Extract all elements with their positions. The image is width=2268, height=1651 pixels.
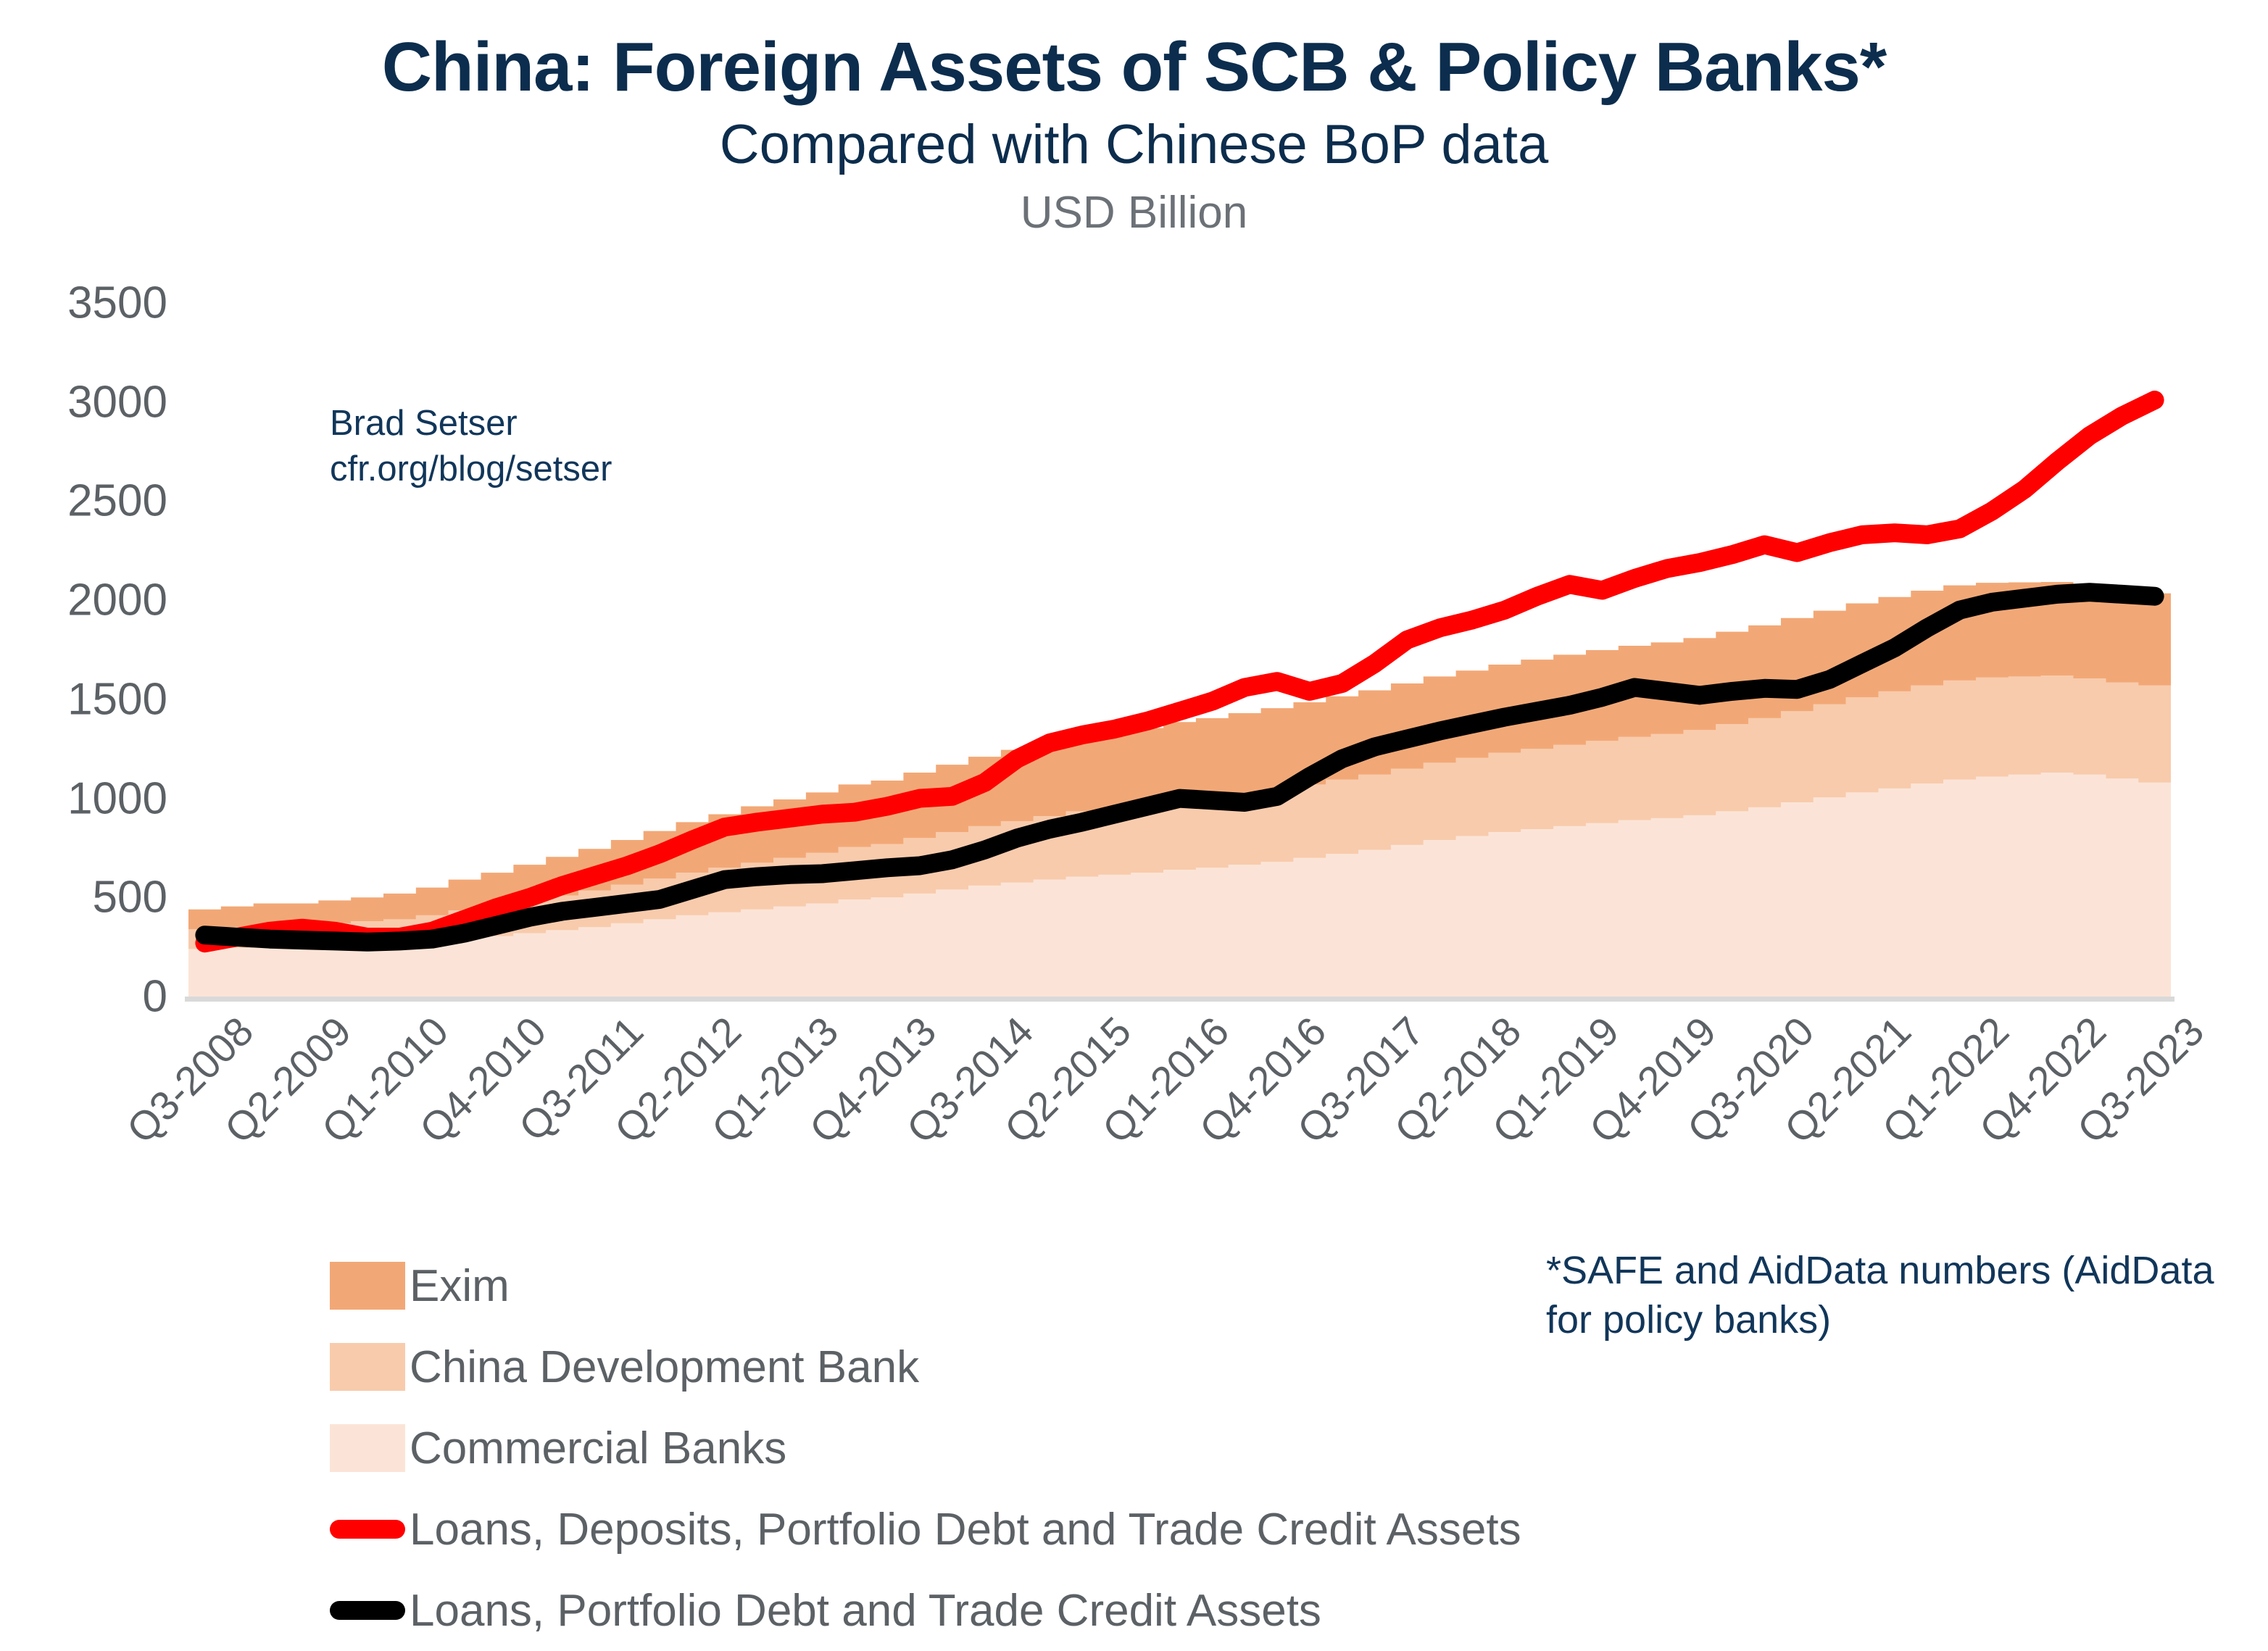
y-axis-tick: 2000 bbox=[67, 575, 167, 625]
x-axis: Q3-2008 Q2-2009 Q1-2010 Q4-2010 Q3-2011 Q2-20… bbox=[118, 1007, 2212, 1225]
legend-item-label: China Development Bank bbox=[410, 1342, 920, 1392]
legend-item[interactable]: China Development Bank bbox=[330, 1326, 1562, 1407]
plot-area bbox=[188, 303, 2171, 997]
source-footnote: *SAFE and AidData numbers (AidData for p… bbox=[1546, 1249, 2214, 1342]
y-axis: 3500 3000 2500 2000 1500 1000 500 0 bbox=[22, 278, 178, 1022]
legend-line-swatch-icon bbox=[330, 1601, 405, 1620]
legend-item-label: Loans, Deposits, Portfolio Debt and Trad… bbox=[410, 1504, 1521, 1555]
legend-line-swatch-icon bbox=[330, 1520, 405, 1539]
y-axis-tick: 500 bbox=[92, 872, 167, 923]
y-axis-tick: 1500 bbox=[67, 674, 167, 725]
chart-legend: Exim China Development Bank Commercial Ban… bbox=[330, 1245, 1562, 1651]
y-axis-tick: 3500 bbox=[67, 278, 167, 328]
legend-area-swatch-icon bbox=[330, 1262, 405, 1310]
y-axis-tick: 1000 bbox=[67, 773, 167, 824]
legend-item-label: Exim bbox=[410, 1260, 510, 1311]
legend-item-label: Loans, Portfolio Debt and Trade Credit A… bbox=[410, 1585, 1321, 1636]
legend-item[interactable]: Exim bbox=[330, 1245, 1562, 1326]
x-axis-baseline bbox=[185, 997, 2174, 1002]
legend-item[interactable]: Commercial Banks bbox=[330, 1407, 1562, 1489]
area-series bbox=[188, 773, 2171, 997]
legend-item[interactable]: Loans, Deposits, Portfolio Debt and Trad… bbox=[330, 1489, 1562, 1570]
units-label: USD Billion bbox=[1020, 187, 1248, 238]
page-title: China: Foreign Assets of SCB & Policy Ba… bbox=[381, 28, 1887, 106]
legend-area-swatch-icon bbox=[330, 1424, 405, 1472]
legend-item[interactable]: Loans, Portfolio Debt and Trade Credit A… bbox=[330, 1570, 1562, 1651]
y-axis-tick: 3000 bbox=[67, 377, 167, 428]
chart-canvas bbox=[188, 303, 2171, 997]
page-subtitle: Compared with Chinese BoP data bbox=[719, 113, 1549, 175]
line-series bbox=[204, 400, 2154, 943]
legend-area-swatch-icon bbox=[330, 1343, 405, 1391]
area-series bbox=[188, 675, 2171, 949]
y-axis-tick: 2500 bbox=[67, 475, 167, 526]
line-series bbox=[204, 592, 2154, 942]
author-credit: Brad Setser cfr.org/blog/setser bbox=[330, 404, 612, 488]
legend-item-label: Commercial Banks bbox=[410, 1423, 787, 1473]
title-block: China: Foreign Assets of SCB & Policy Ba… bbox=[0, 0, 2268, 240]
overlay-lines bbox=[204, 400, 2154, 943]
y-axis-tick: 0 bbox=[142, 971, 167, 1022]
